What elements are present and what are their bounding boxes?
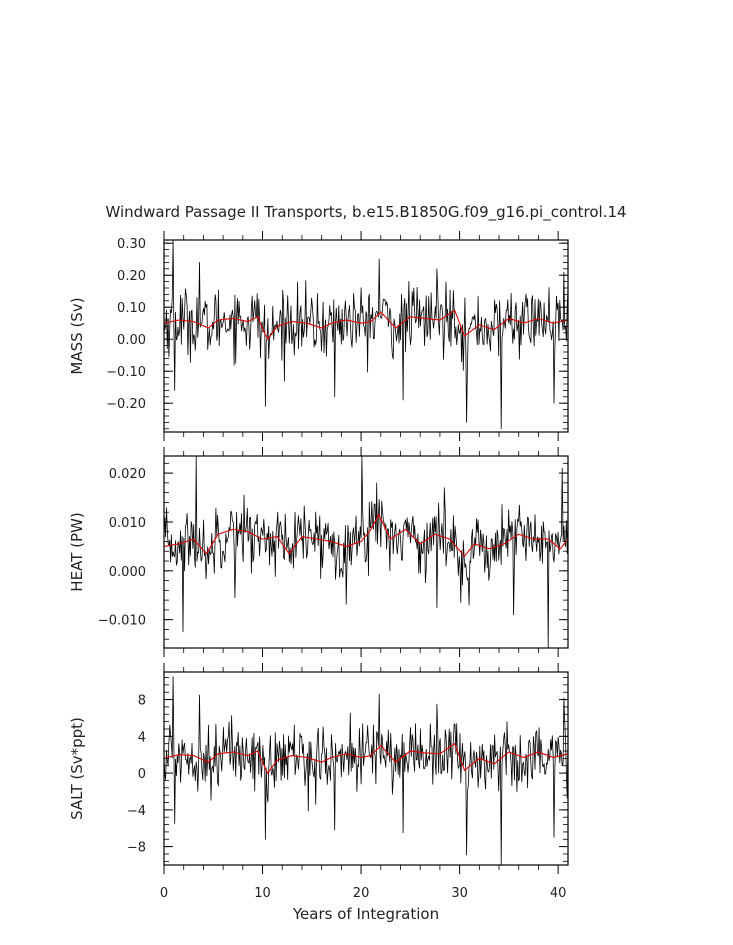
y-tick-label: 4: [138, 730, 146, 745]
annual-series-line: [163, 239, 569, 430]
y-tick-label: 0.010: [109, 516, 146, 531]
y-tick-label: 0.10: [117, 301, 146, 316]
y-tick-label: 0.000: [109, 565, 146, 580]
x-tick-label: 20: [353, 886, 370, 901]
y-axis-label: HEAT (PW): [68, 512, 86, 591]
chart-panels: −0.20 −0.10 0.00 0.10 0.20 0.30 MASS (Sv) −0.01…: [68, 231, 569, 874]
x-axis-label: Years of Integration: [292, 905, 439, 923]
panel-frame: [163, 239, 569, 433]
x-tick-label: 40: [550, 886, 567, 901]
x-tick-label: 30: [451, 886, 468, 901]
y-axis-label: MASS (Sv): [68, 297, 86, 374]
smoothed-series-line: [163, 309, 569, 341]
smoothed-series-line: [163, 513, 569, 558]
smoothed-series-line: [163, 742, 569, 775]
panel-1: −0.20 −0.10 0.00 0.10 0.20 0.30 MASS (Sv): [68, 231, 569, 441]
y-tick-label: 0.020: [109, 467, 146, 482]
y-tick-label: −4: [127, 804, 146, 819]
y-tick-label: −8: [127, 841, 146, 856]
panel-frame: [163, 455, 569, 649]
annual-series-line: [163, 455, 569, 649]
y-tick-label: 0.00: [117, 333, 146, 348]
y-axis-label: SALT (Sv*ppt): [68, 717, 86, 820]
y-tick-label: −0.10: [106, 365, 146, 380]
x-tick-label: 10: [254, 886, 271, 901]
y-tick-label: −0.010: [98, 614, 146, 629]
x-axis-tick-labels: 0 10 20 30 40: [160, 886, 567, 901]
panel-frame: [163, 671, 569, 866]
y-tick-label: 0.20: [117, 269, 146, 284]
panel-3: −8 −4 0 4 8 SALT (Sv*ppt): [68, 663, 569, 874]
annual-series-line: [163, 676, 569, 866]
y-tick-label: 0: [138, 767, 146, 782]
panel-2: −0.010 0.000 0.010 0.020 HEAT (PW): [68, 447, 569, 657]
y-tick-label: −0.20: [106, 397, 146, 412]
x-tick-label: 0: [160, 886, 168, 901]
chart-title: Windward Passage II Transports, b.e15.B1…: [105, 203, 626, 222]
y-tick-label: 8: [138, 694, 146, 709]
y-tick-label: 0.30: [117, 237, 146, 252]
